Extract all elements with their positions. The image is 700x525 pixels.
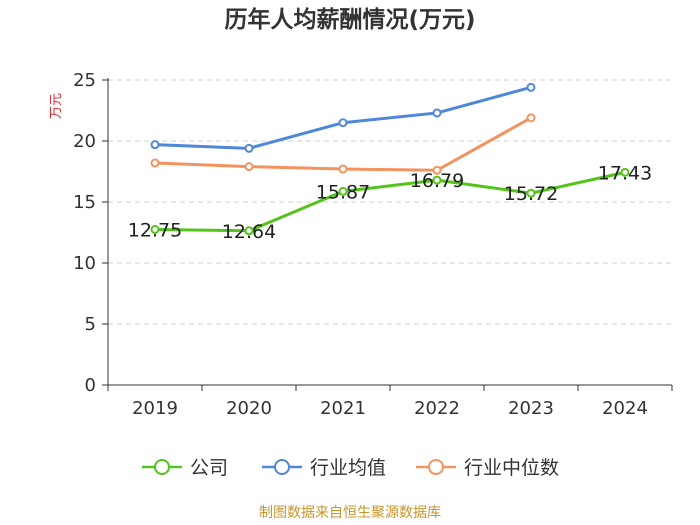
series-group	[150, 82, 630, 236]
data-point-0	[620, 167, 630, 177]
chart-title: 历年人均薪酬情况(万元)	[224, 6, 475, 33]
x-tick-label: 2024	[602, 398, 648, 419]
y-tick-label: 10	[73, 253, 96, 274]
legend-marker-1	[274, 459, 290, 475]
data-point-1	[526, 82, 536, 92]
y-tick-label: 15	[73, 192, 96, 213]
data-point-0	[150, 224, 160, 234]
source-note: 制图数据来自恒生聚源数据库	[259, 505, 441, 521]
data-label: 12.64	[222, 221, 276, 243]
data-label: 12.75	[128, 219, 182, 241]
x-tick-label: 2019	[132, 398, 178, 419]
data-label: 16.79	[410, 170, 464, 192]
data-point-1	[338, 118, 348, 128]
data-point-0	[338, 186, 348, 196]
series-line-0	[154, 170, 626, 233]
y-tick-label: 20	[73, 131, 96, 152]
gridlines	[108, 79, 672, 325]
legend[interactable]: 公司 行业均值 行业中位数	[142, 457, 559, 479]
data-point-0	[244, 226, 254, 236]
data-label: 17.43	[598, 162, 652, 184]
legend-label: 行业均值	[310, 457, 386, 479]
x-tick-label: 2021	[320, 398, 366, 419]
data-point-2	[150, 158, 160, 168]
axes: 0 5 10 15 20 25 2019 2020 2021 2022 2023 2024	[73, 70, 673, 419]
legend-label: 行业中位数	[464, 457, 559, 479]
data-point-0	[432, 175, 442, 185]
series-line-1	[154, 85, 532, 150]
y-axis-label: 万元	[49, 93, 64, 119]
x-tick-label: 2020	[226, 398, 272, 419]
data-point-1	[432, 108, 442, 118]
data-point-0	[526, 188, 536, 198]
data-labels: 12.75 12.64 15.87 16.79 15.72 17.43	[128, 162, 652, 242]
data-label: 15.72	[504, 183, 558, 205]
data-point-1	[150, 140, 160, 150]
x-tick-label: 2022	[414, 398, 460, 419]
legend-label: 公司	[190, 457, 228, 479]
y-tick-label: 0	[85, 375, 96, 396]
legend-marker-2	[428, 459, 444, 475]
data-point-2	[432, 165, 442, 175]
y-tick-label: 5	[85, 314, 96, 335]
data-point-1	[244, 143, 254, 153]
data-point-2	[338, 164, 348, 174]
x-tick-label: 2023	[508, 398, 554, 419]
data-point-2	[526, 113, 536, 123]
data-point-2	[244, 162, 254, 172]
data-label: 15.87	[316, 181, 370, 203]
legend-marker-0	[154, 459, 170, 475]
y-tick-label: 25	[73, 70, 96, 91]
